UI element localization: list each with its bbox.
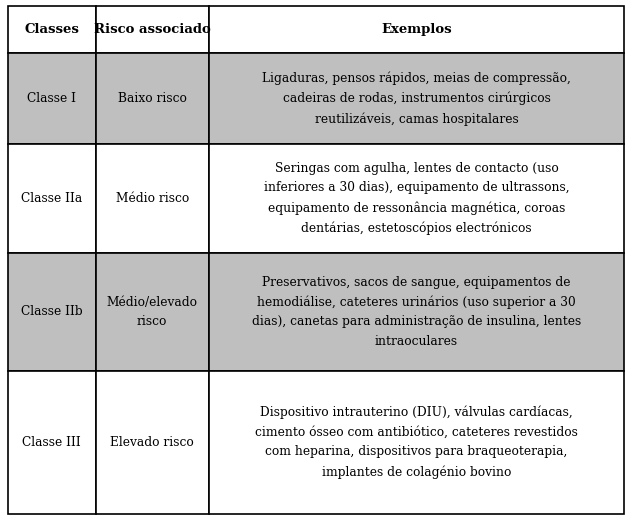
Bar xyxy=(8,371,96,514)
Bar xyxy=(96,253,209,371)
Bar xyxy=(209,6,624,54)
Text: Seringas com agulha, lentes de contacto (uso
inferiores a 30 dias), equipamento : Seringas com agulha, lentes de contacto … xyxy=(264,162,569,235)
Bar xyxy=(209,144,624,253)
Bar xyxy=(8,54,96,144)
Text: Médio risco: Médio risco xyxy=(116,192,189,205)
Text: Ligaduras, pensos rápidos, meias de compressão,
cadeiras de rodas, instrumentos : Ligaduras, pensos rápidos, meias de comp… xyxy=(262,72,571,126)
Bar xyxy=(209,253,624,371)
Bar xyxy=(8,6,96,54)
Bar xyxy=(8,253,96,371)
Text: Classe IIa: Classe IIa xyxy=(21,192,82,205)
Bar xyxy=(96,144,209,253)
Text: Elevado risco: Elevado risco xyxy=(111,436,194,449)
Bar xyxy=(96,6,209,54)
Text: Médio/elevado
risco: Médio/elevado risco xyxy=(107,295,198,328)
Text: Exemplos: Exemplos xyxy=(381,23,452,36)
Text: Risco associado: Risco associado xyxy=(94,23,210,36)
Text: Classe III: Classe III xyxy=(22,436,81,449)
Bar xyxy=(96,54,209,144)
Text: Baixo risco: Baixo risco xyxy=(118,92,186,105)
Text: Preservativos, sacos de sangue, equipamentos de
hemodiálise, cateteres urinários: Preservativos, sacos de sangue, equipame… xyxy=(252,276,581,348)
Text: Classes: Classes xyxy=(24,23,79,36)
Bar xyxy=(96,371,209,514)
Bar xyxy=(209,54,624,144)
Bar xyxy=(209,371,624,514)
Text: Classe I: Classe I xyxy=(27,92,76,105)
Bar xyxy=(8,144,96,253)
Text: Dispositivo intrauterino (DIU), válvulas cardíacas,
cimento ósseo com antibiótic: Dispositivo intrauterino (DIU), válvulas… xyxy=(255,406,578,478)
Text: Classe IIb: Classe IIb xyxy=(21,305,83,318)
